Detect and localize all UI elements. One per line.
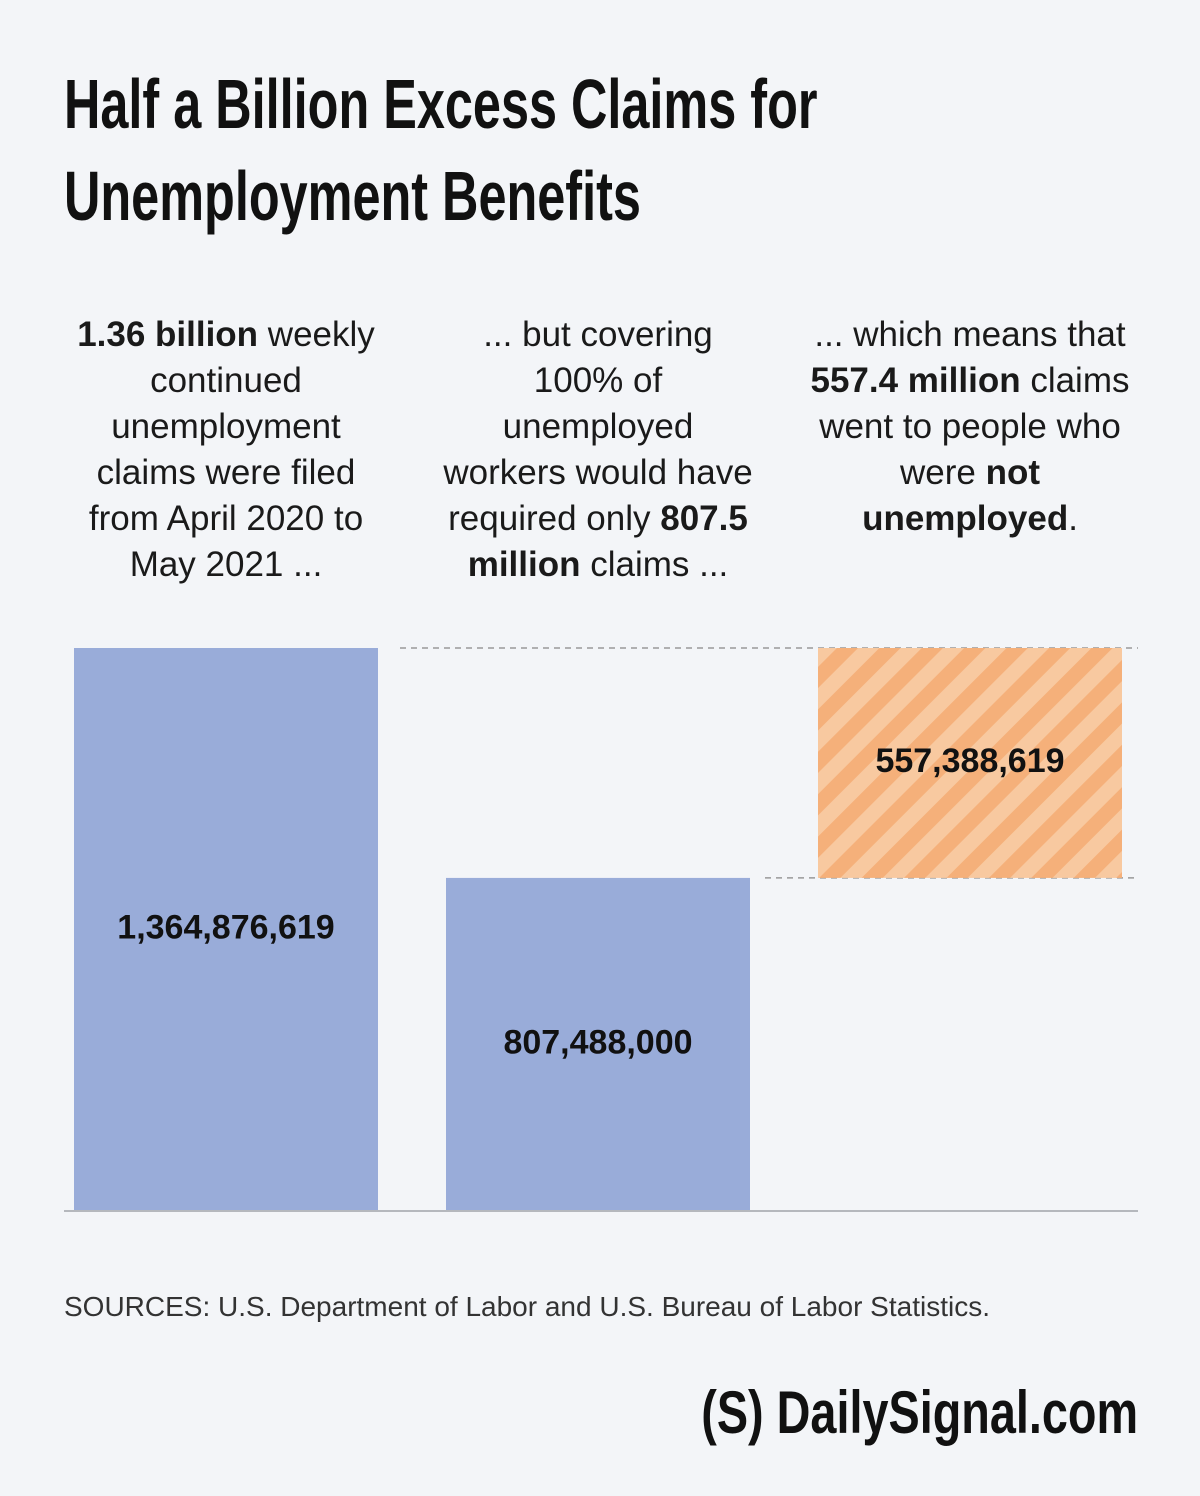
- annotation-text: claims went to people who were: [819, 361, 1130, 492]
- source-note: SOURCES: U.S. Department of Labor and U.…: [64, 1291, 990, 1322]
- annotation: 1.36 billion weekly continued unemployme…: [66, 312, 386, 588]
- logo: (S) DailySignal.com: [701, 1378, 1138, 1447]
- value-label: 807,488,000: [503, 1023, 692, 1061]
- annotation-text: weekly continued unemployment claims wer…: [88, 315, 375, 584]
- value-label: 557,388,619: [875, 742, 1064, 780]
- annotation-text: ... but covering 100% of unemployed work…: [443, 315, 753, 538]
- annotation-bold: not unemployed: [862, 453, 1069, 538]
- value-label: 1,364,876,619: [117, 908, 334, 946]
- annotation-text: ... which means that: [814, 315, 1126, 354]
- logo-mark: (S): [701, 1379, 764, 1446]
- annotation-bold: 807.5 million: [467, 499, 748, 584]
- annotation-text: .: [1068, 499, 1078, 538]
- logo-text: DailySignal.com: [776, 1379, 1138, 1446]
- annotation: ... but covering 100% of unemployed work…: [438, 312, 758, 588]
- bar: [446, 877, 750, 1211]
- annotation-bold: 557.4 million: [810, 361, 1021, 400]
- chart-title: Half a Billion Excess Claims for Unemplo…: [64, 65, 818, 235]
- annotation-bold: 1.36 billion: [77, 315, 259, 354]
- annotation: ... which means that 557.4 million claim…: [810, 312, 1130, 542]
- annotation-text: claims ...: [580, 545, 729, 584]
- bar: [818, 648, 1122, 878]
- bar: [74, 648, 378, 1211]
